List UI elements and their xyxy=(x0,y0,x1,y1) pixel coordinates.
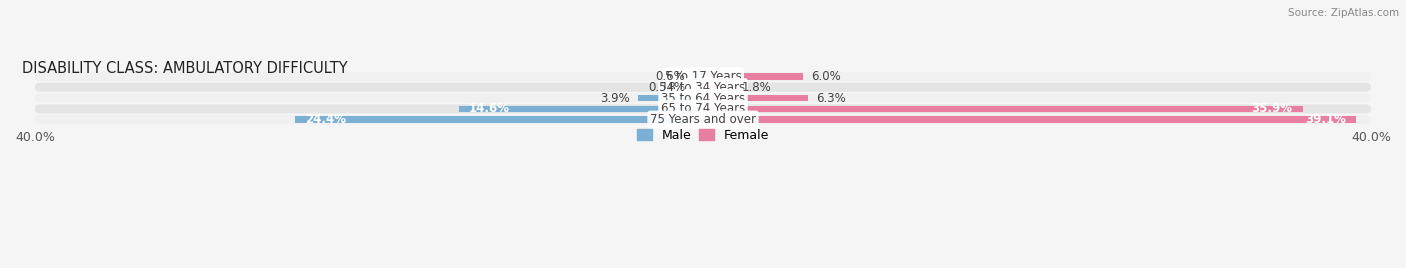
Legend: Male, Female: Male, Female xyxy=(631,124,775,147)
FancyBboxPatch shape xyxy=(35,94,1371,103)
Text: 39.1%: 39.1% xyxy=(1305,113,1346,126)
Bar xyxy=(703,95,808,101)
Text: 6.3%: 6.3% xyxy=(817,92,846,105)
FancyBboxPatch shape xyxy=(35,115,1371,124)
Text: 0.6%: 0.6% xyxy=(655,70,685,83)
Text: 75 Years and over: 75 Years and over xyxy=(650,113,756,126)
Bar xyxy=(703,116,1355,123)
FancyBboxPatch shape xyxy=(35,83,1371,92)
FancyBboxPatch shape xyxy=(35,104,1371,113)
Bar xyxy=(703,106,1302,112)
Bar xyxy=(460,106,703,112)
Bar xyxy=(695,84,703,91)
Bar xyxy=(693,73,703,80)
Text: 35 to 64 Years: 35 to 64 Years xyxy=(661,92,745,105)
Text: 0.54%: 0.54% xyxy=(648,81,686,94)
Text: 65 to 74 Years: 65 to 74 Years xyxy=(661,102,745,115)
FancyBboxPatch shape xyxy=(35,72,1371,81)
Bar xyxy=(703,73,803,80)
Text: 6.0%: 6.0% xyxy=(811,70,841,83)
Bar xyxy=(638,95,703,101)
Text: DISABILITY CLASS: AMBULATORY DIFFICULTY: DISABILITY CLASS: AMBULATORY DIFFICULTY xyxy=(21,61,347,76)
Text: 24.4%: 24.4% xyxy=(305,113,346,126)
Text: 3.9%: 3.9% xyxy=(600,92,630,105)
Text: 18 to 34 Years: 18 to 34 Years xyxy=(661,81,745,94)
Text: 5 to 17 Years: 5 to 17 Years xyxy=(665,70,741,83)
Text: 35.9%: 35.9% xyxy=(1251,102,1292,115)
Text: 14.6%: 14.6% xyxy=(470,102,510,115)
Text: Source: ZipAtlas.com: Source: ZipAtlas.com xyxy=(1288,8,1399,18)
Bar xyxy=(703,84,733,91)
Text: 1.8%: 1.8% xyxy=(741,81,770,94)
Bar xyxy=(295,116,703,123)
